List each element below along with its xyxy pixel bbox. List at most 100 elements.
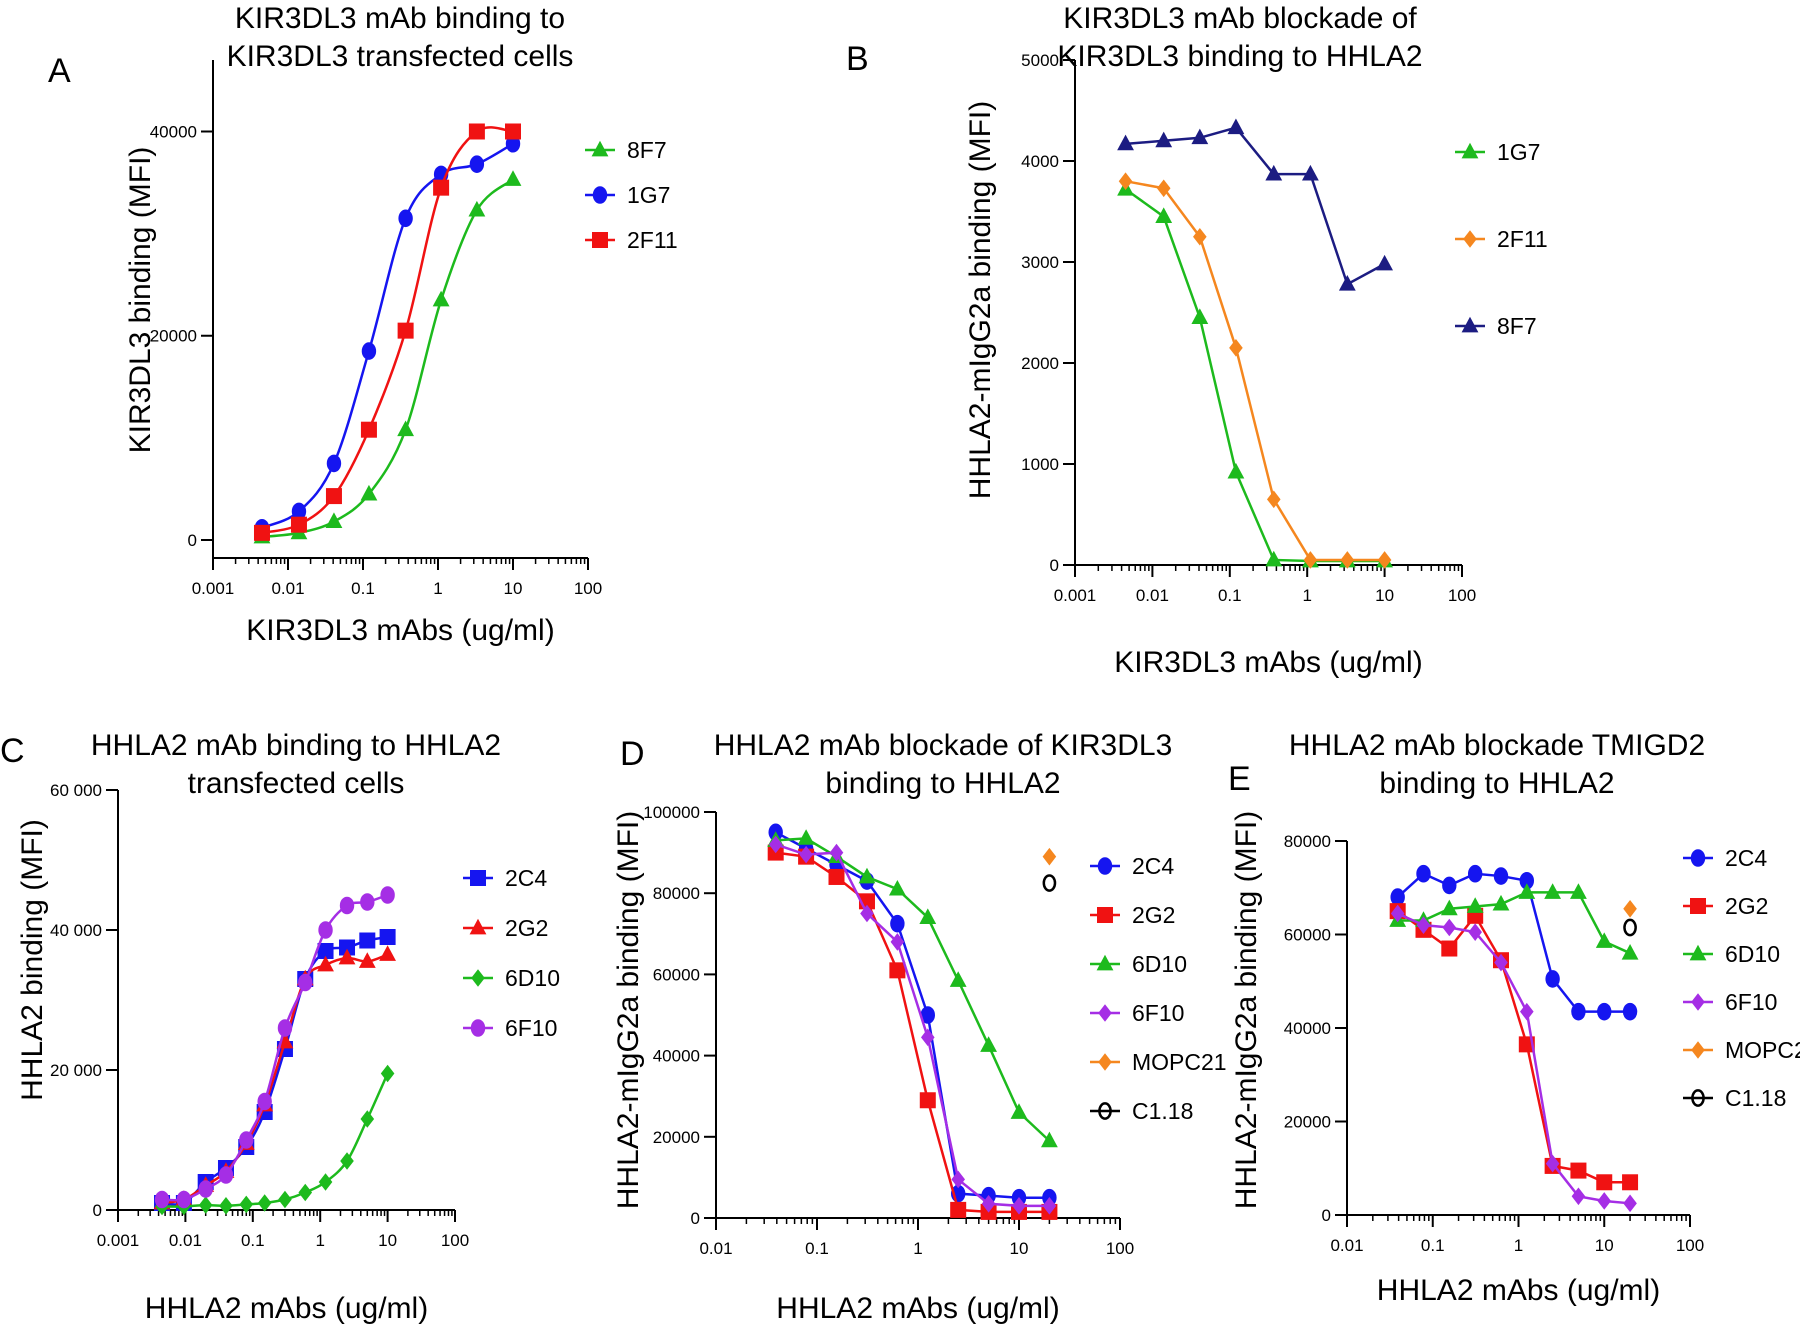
data-point: [1227, 462, 1245, 479]
data-point: [949, 971, 967, 987]
data-point: [176, 1190, 192, 1209]
x-tick-label: 1: [433, 579, 442, 598]
data-point: [889, 962, 906, 979]
data-point: [950, 1201, 967, 1218]
data-point: [397, 322, 414, 339]
data-point: [505, 123, 521, 140]
data-point: [828, 868, 845, 885]
legend-item: 2C4: [463, 865, 547, 891]
series-line: [775, 851, 1050, 1214]
x-axis-label: HHLA2 mAbs (ug/ml): [1377, 1274, 1660, 1307]
x-tick-label: 1: [1514, 1236, 1523, 1255]
series-2f11: [253, 123, 521, 541]
y-tick-label: 2000: [1021, 354, 1059, 373]
y-tick-label: 100000: [643, 803, 700, 822]
y-axis-label: HHLA2-mIgG2a binding (MFI): [964, 101, 997, 499]
data-point: [919, 908, 937, 924]
data-point: [198, 1196, 213, 1214]
y-tick-label: 40000: [150, 122, 197, 141]
x-tick-label: 0.001: [97, 1231, 140, 1250]
series-2c4: [1390, 864, 1638, 1021]
legend-item: 8F7: [1455, 313, 1537, 339]
y-tick-label: 20 000: [50, 1061, 102, 1080]
data-point: [1492, 894, 1510, 911]
legend-label: 6F10: [505, 1015, 557, 1041]
x-tick-label: 100: [1448, 586, 1476, 605]
series-c1-18: [1042, 874, 1057, 892]
series-8f7: [1117, 118, 1393, 291]
x-tick-label: 0.1: [241, 1231, 265, 1250]
data-point: [218, 1166, 234, 1184]
data-point: [398, 209, 413, 228]
data-point: [1416, 916, 1431, 934]
x-tick-label: 0.001: [192, 579, 235, 598]
x-tick-label: 100: [441, 1231, 469, 1250]
chart-panel-e: E HHLA2 mAb blockade TMIGD2 binding to HHL…: [1228, 729, 1800, 1307]
y-axis-label: HHLA2 binding (MFI): [16, 819, 49, 1101]
x-tick-label: 0.01: [699, 1239, 732, 1258]
legend-item: 6F10: [463, 1015, 557, 1041]
data-point: [360, 1110, 375, 1128]
data-point: [888, 879, 906, 896]
series-line: [261, 178, 514, 539]
chart-title-line: KIR3DL3 mAb binding to: [235, 2, 565, 35]
panel-letter: A: [48, 52, 71, 90]
data-point: [361, 342, 377, 360]
legend-item: 6D10: [463, 965, 560, 991]
chart-title-line: binding to HHLA2: [825, 767, 1060, 800]
data-point: [379, 945, 396, 961]
data-point: [1623, 1194, 1637, 1213]
legend-item: 2F11: [585, 227, 678, 253]
data-point: [290, 516, 307, 533]
legend-marker: [1096, 954, 1114, 971]
series-line: [261, 126, 514, 535]
legend-item: 6F10: [1090, 1000, 1184, 1026]
data-point: [380, 886, 395, 904]
y-tick-label: 0: [93, 1201, 102, 1220]
data-point: [318, 1173, 333, 1191]
data-point: [468, 123, 485, 140]
data-point: [1377, 551, 1392, 569]
x-tick-label: 100: [1676, 1236, 1704, 1255]
data-point: [980, 1036, 997, 1052]
chart-title-line: HHLA2 mAb blockade TMIGD2: [1289, 729, 1705, 762]
x-tick-label: 0.01: [271, 579, 304, 598]
data-point: [504, 170, 522, 186]
legend-marker: [1098, 1053, 1112, 1071]
data-point: [1545, 970, 1560, 988]
series-line: [775, 831, 1050, 1199]
legend-item: 1G7: [585, 182, 670, 208]
data-point: [1193, 227, 1207, 246]
data-point: [1520, 1002, 1534, 1021]
legend-item: 6D10: [1683, 941, 1780, 967]
data-point: [291, 502, 307, 521]
series-line: [1124, 188, 1385, 563]
legend-marker: [592, 232, 608, 248]
data-point: [1266, 490, 1281, 509]
legend-marker: [1690, 898, 1706, 914]
data-point: [257, 1194, 272, 1212]
chart-title-line: HHLA2 mAb binding to HHLA2: [91, 729, 501, 762]
legend-item: 2G2: [1683, 893, 1768, 919]
data-point: [1376, 254, 1393, 271]
x-tick-label: 0.1: [1218, 586, 1242, 605]
data-point: [1545, 1154, 1560, 1173]
data-point: [318, 921, 333, 939]
series-line: [261, 142, 514, 529]
data-point: [1597, 1192, 1612, 1210]
series-6d10: [1389, 883, 1639, 960]
data-point: [257, 1092, 272, 1111]
data-point: [339, 939, 356, 956]
data-point: [340, 1152, 354, 1170]
chart-title-line: KIR3DL3 transfected cells: [227, 40, 574, 73]
data-point: [1338, 275, 1356, 291]
legend-label: 6D10: [1132, 951, 1187, 977]
legend-label: 2F11: [627, 227, 678, 253]
series-6f10: [1390, 904, 1637, 1213]
data-point: [1571, 1187, 1586, 1206]
legend-item: C1.18: [1683, 1085, 1786, 1111]
x-axis-label: HHLA2 mAbs (ug/ml): [776, 1292, 1059, 1325]
y-axis-label: HHLA2-mIgG2a binding (MFI): [1230, 811, 1263, 1209]
x-axis-label: HHLA2 mAbs (ug/ml): [145, 1292, 428, 1325]
series-6f10: [154, 886, 395, 1209]
